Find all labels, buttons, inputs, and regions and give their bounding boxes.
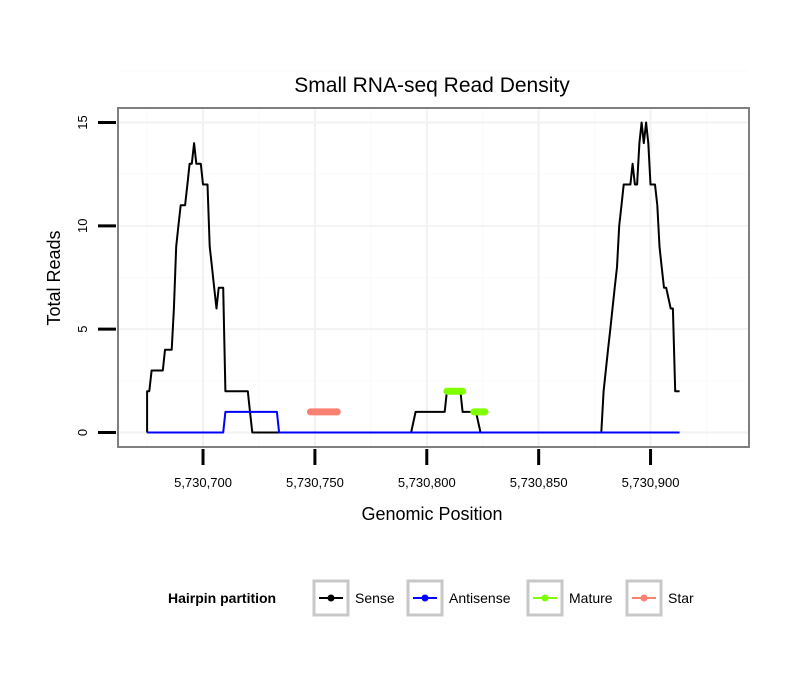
series-line-antisense — [147, 410, 680, 434]
legend-item-sense: Sense — [312, 579, 395, 617]
legend-entries: Sense Antisense Mature Star — [312, 579, 694, 617]
legend-label: Sense — [355, 590, 395, 606]
y-tick-label: 15 — [75, 115, 90, 129]
legend-label: Antisense — [449, 590, 511, 606]
legend-label: Star — [668, 590, 694, 606]
y-tick-label: 0 — [75, 429, 90, 436]
y-axis-title: Total Reads — [44, 230, 64, 325]
x-tick-label: 5,730,700 — [174, 475, 232, 490]
x-tick-label: 5,730,900 — [622, 475, 680, 490]
y-tick-label: 10 — [75, 219, 90, 233]
legend-item-mature: Mature — [526, 579, 613, 617]
legend-title: Hairpin partition — [168, 590, 276, 606]
y-axis: 0 5 10 15 — [75, 115, 116, 436]
legend: Hairpin partition Sense Antisense Mature St… — [168, 579, 694, 617]
legend-key-point — [640, 594, 648, 602]
x-axis-title: Genomic Position — [361, 504, 502, 524]
x-axis: 5,730,700 5,730,750 5,730,800 5,730,850 5,73… — [174, 449, 679, 490]
legend-item-star: Star — [625, 579, 694, 617]
x-tick-label: 5,730,800 — [398, 475, 456, 490]
legend-item-antisense: Antisense — [406, 579, 511, 617]
x-tick-label: 5,730,750 — [286, 475, 344, 490]
chart-title: Small RNA-seq Read Density — [294, 74, 570, 97]
y-tick-label: 5 — [75, 326, 90, 333]
legend-label: Mature — [569, 590, 613, 606]
legend-key-point — [541, 594, 549, 602]
series-layer — [146, 121, 680, 434]
x-tick-label: 5,730,850 — [510, 475, 568, 490]
plot-panel-border — [117, 107, 750, 448]
legend-key-point — [327, 594, 335, 602]
legend-key-point — [421, 594, 429, 602]
